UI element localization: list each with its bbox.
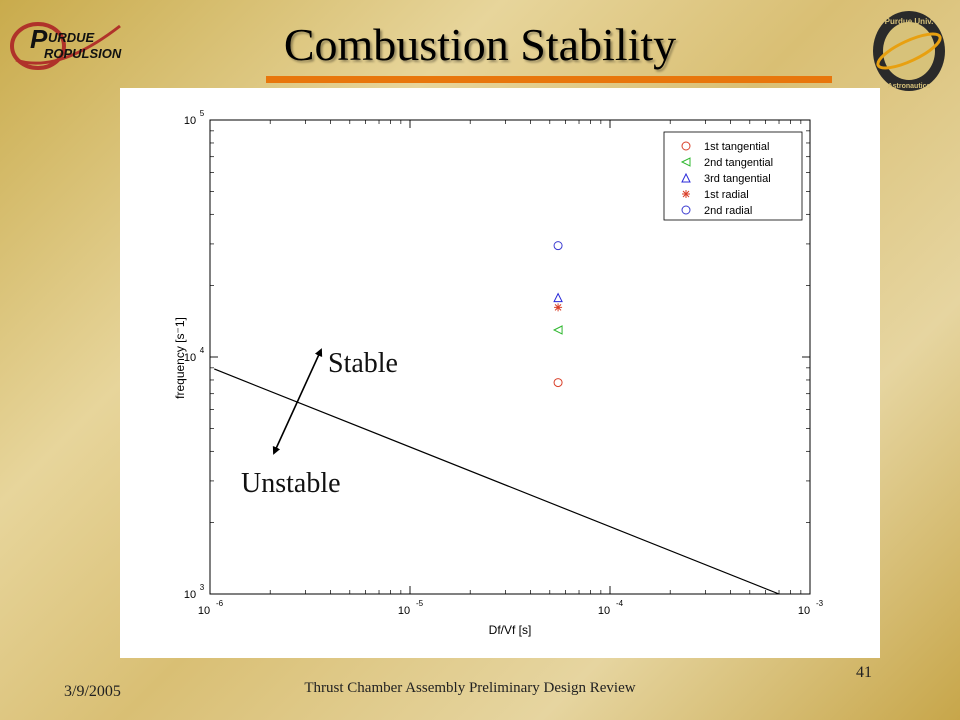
stable-unstable-arrow xyxy=(272,348,323,455)
plot-panel: 10 -6 10 -5 10 -4 10 -3 10 3 10 4 10 5 1st tangentia… xyxy=(120,88,880,658)
legend-entry-label: 2nd radial xyxy=(704,205,752,217)
data-point xyxy=(553,378,563,388)
legend: 1st tangential 2nd tangential 3rd tangenti… xyxy=(663,131,803,221)
x-tick-exponent: -5 xyxy=(416,599,424,608)
title-underline xyxy=(266,76,832,83)
svg-text:Astronautics: Astronautics xyxy=(888,83,931,90)
stability-chart: 10 -6 10 -5 10 -4 10 -3 10 3 10 4 10 5 1st tangentia… xyxy=(173,109,824,637)
legend-marker xyxy=(682,190,690,198)
y-tick-exponent: 5 xyxy=(200,109,205,118)
data-point xyxy=(553,292,563,303)
y-tick-label: 10 xyxy=(184,352,196,364)
y-tick-exponent: 3 xyxy=(200,583,205,592)
data-point xyxy=(554,303,563,312)
legend-entry-label: 1st radial xyxy=(704,189,749,201)
y-tick-label: 10 xyxy=(184,589,196,601)
y-tick-exponent: 4 xyxy=(200,346,205,355)
page-number: 41 xyxy=(856,664,872,681)
y-tick-label: 10 xyxy=(184,115,196,127)
stable-label: Stable xyxy=(328,348,398,379)
purdue-propulsion-logo-graphic: P URDUE ROPULSION xyxy=(10,22,122,70)
x-tick-label: 10 xyxy=(398,605,410,617)
slide-title: Combustion Stability xyxy=(283,19,677,70)
y-axis-label: frequency [s⁻1] xyxy=(173,317,187,399)
x-tick-label: 10 xyxy=(198,605,210,617)
footer-date: 3/9/2005 xyxy=(64,683,121,700)
legend-entry-label: 2nd tangential xyxy=(704,157,773,169)
major-ticks xyxy=(209,119,811,595)
x-tick-exponent: -3 xyxy=(816,599,824,608)
y-tick-labels: 10 3 10 4 10 5 xyxy=(184,109,205,601)
legend-marker xyxy=(680,157,691,167)
legend-marker xyxy=(681,205,691,215)
legend-marker xyxy=(681,172,691,183)
x-tick-label: 10 xyxy=(798,605,810,617)
data-point xyxy=(552,325,563,335)
unstable-label: Unstable xyxy=(241,468,341,499)
purdue-aae-seal-graphic: Purdue Univ. Astronautics xyxy=(873,11,945,91)
x-tick-label: 10 xyxy=(598,605,610,617)
svg-text:URDUE: URDUE xyxy=(48,30,95,45)
x-tick-exponent: -4 xyxy=(616,599,624,608)
svg-text:Purdue Univ.: Purdue Univ. xyxy=(885,17,934,26)
data-point xyxy=(553,241,563,251)
minor-ticks xyxy=(210,120,810,594)
footer-title: Thrust Chamber Assembly Preliminary Desi… xyxy=(304,680,636,696)
svg-text:P: P xyxy=(30,24,48,54)
purdue-aae-seal-logo: Purdue Univ. Astronautics xyxy=(870,8,948,94)
purdue-propulsion-logo: P URDUE ROPULSION xyxy=(8,14,126,74)
legend-marker xyxy=(681,141,691,151)
svg-text:ROPULSION: ROPULSION xyxy=(44,46,122,61)
data-markers xyxy=(552,241,563,388)
legend-items: 1st tangential 2nd tangential 3rd tangenti… xyxy=(680,141,773,217)
x-axis-label: Df/Vf [s] xyxy=(489,623,532,637)
legend-entry-label: 1st tangential xyxy=(704,141,769,153)
legend-entry-label: 3rd tangential xyxy=(704,173,771,185)
x-tick-exponent: -6 xyxy=(216,599,224,608)
x-tick-labels: 10 -6 10 -5 10 -4 10 -3 xyxy=(198,599,824,617)
